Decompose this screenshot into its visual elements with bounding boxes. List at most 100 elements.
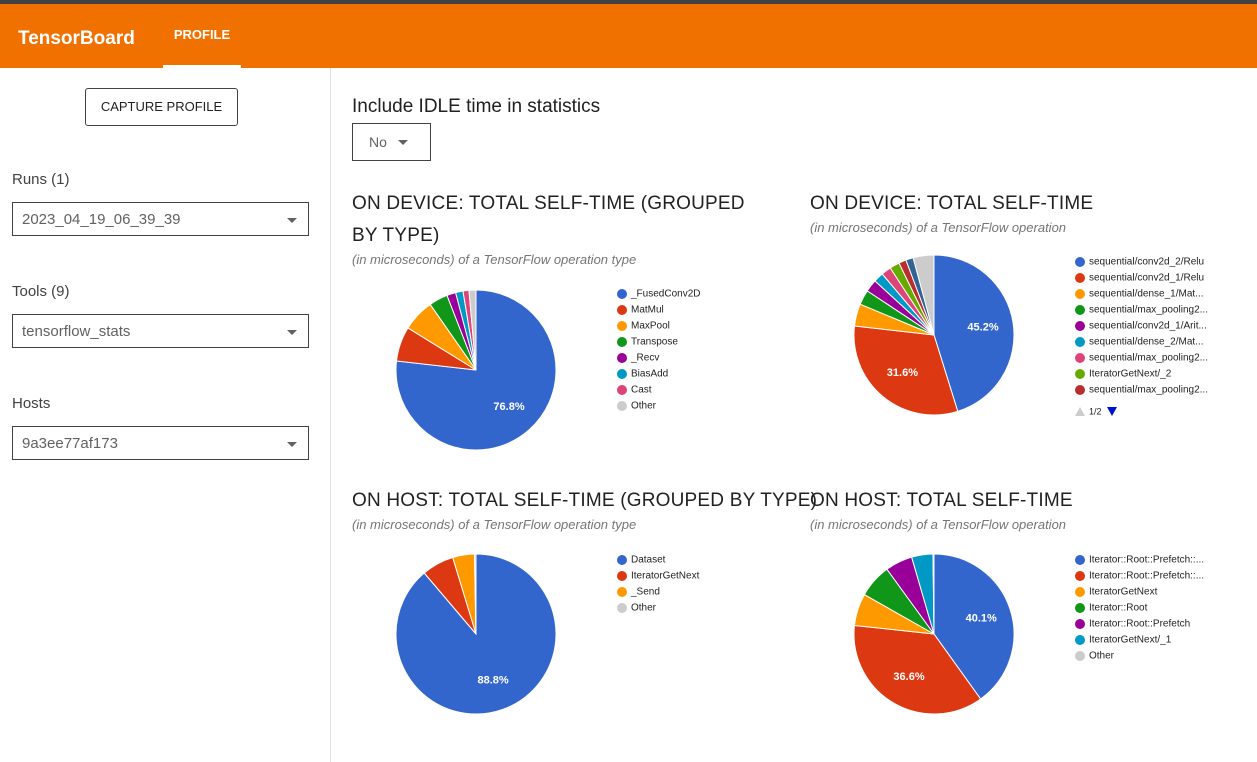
legend-swatch	[1075, 353, 1085, 363]
legend-label: _Recv	[630, 353, 659, 364]
legend-label: IteratorGetNext	[1089, 587, 1158, 598]
legend-swatch	[1075, 337, 1085, 347]
pie-chart: 76.8% _FusedConv2D MatMul MaxPool Transpose _…	[395, 289, 700, 451]
pie-slice	[932, 553, 935, 635]
legend-label: sequential/dense_2/Mat...	[1089, 337, 1204, 348]
legend-swatch	[617, 401, 627, 411]
tool-select[interactable]: tensorflow_stats	[12, 314, 309, 348]
legend-label: Other	[1089, 651, 1115, 662]
host-select[interactable]: 9a3ee77af173	[12, 426, 309, 460]
legend-label: sequential/max_pooling2...	[1089, 385, 1208, 396]
chart-subtitle: (in microseconds) of a TensorFlow operat…	[352, 252, 637, 267]
chart-subtitle: (in microseconds) of a TensorFlow operat…	[810, 220, 1067, 235]
pie-slice	[468, 289, 477, 371]
idle-label: Include IDLE time in statistics	[352, 96, 601, 117]
pie-chart: 40.1%36.6%Iterator::Root::Prefetch::...I…	[853, 553, 1204, 715]
legend-label: Cast	[631, 385, 652, 396]
sidebar: CAPTURE PROFILE Runs (1) 2023_04_19_06_3…	[0, 68, 331, 762]
legend-swatch	[617, 353, 627, 363]
slice-label: 36.6%	[893, 671, 924, 683]
legend-swatch	[1075, 257, 1085, 267]
legend-next[interactable]	[1107, 407, 1117, 416]
legend-swatch	[1075, 587, 1085, 597]
legend-swatch	[1075, 321, 1085, 331]
legend-swatch	[1075, 651, 1085, 661]
legend-label: _FusedConv2D	[630, 289, 700, 300]
legend-swatch	[617, 555, 627, 565]
legend-swatch	[1075, 273, 1085, 283]
chart-subtitle: (in microseconds) of a TensorFlow operat…	[810, 517, 1067, 532]
pie-chart: 88.8% Dataset IteratorGetNext _Send Other	[395, 553, 700, 715]
legend-swatch	[617, 321, 627, 331]
legend-swatch	[1075, 635, 1085, 645]
pie-slice	[473, 553, 477, 635]
pie-slice	[933, 254, 1015, 413]
legend-label: Other	[631, 603, 657, 614]
legend-swatch	[1075, 385, 1085, 395]
slice-label: 40.1%	[966, 613, 997, 625]
legend-page: 1/2	[1089, 406, 1102, 416]
legend-swatch	[617, 571, 627, 581]
tools-label: Tools (9)	[12, 283, 70, 300]
legend-swatch	[1075, 555, 1085, 565]
brand[interactable]: TensorBoard	[18, 28, 135, 49]
legend-label: sequential/dense_1/Mat...	[1089, 289, 1204, 300]
legend-prev	[1075, 407, 1085, 416]
slice-label: 45.2%	[967, 321, 998, 333]
legend-swatch	[1075, 369, 1085, 379]
pie-slice	[912, 254, 935, 336]
capture-button[interactable]: CAPTURE PROFILE	[85, 88, 238, 126]
legend-swatch	[617, 385, 627, 395]
legend-label: sequential/max_pooling2...	[1089, 353, 1208, 364]
chart-title: ON HOST: TOTAL SELF-TIME (GROUPED BY TYP…	[352, 490, 818, 511]
legend-label: IteratorGetNext	[631, 571, 700, 582]
legend-label: IteratorGetNext/_2	[1089, 369, 1172, 380]
chart-title: ON DEVICE: TOTAL SELF-TIME	[810, 193, 1094, 214]
pie-slice	[933, 553, 1015, 700]
legend-swatch	[1075, 289, 1085, 299]
chart-subtitle: (in microseconds) of a TensorFlow operat…	[352, 517, 637, 532]
pie-chart: 45.2% 31.6% sequential/conv2d_2/Relusequen…	[853, 254, 1208, 416]
chart-title: ON DEVICE: TOTAL SELF-TIME (GROUPED BY T…	[352, 193, 745, 246]
legend-label: Iterator::Root::Prefetch	[1089, 619, 1190, 630]
legend-swatch	[617, 289, 627, 299]
idle-select[interactable]: No	[352, 123, 431, 161]
legend-label: IteratorGetNext/_1	[1089, 635, 1172, 646]
tab-profile[interactable]: PROFILE	[163, 4, 241, 68]
legend-swatch	[1075, 619, 1085, 629]
top-strip	[0, 0, 1257, 4]
legend-label: sequential/conv2d_1/Arit...	[1089, 321, 1207, 332]
chart-title: ON HOST: TOTAL SELF-TIME	[810, 490, 1073, 511]
legend-label: Iterator::Root::Prefetch::...	[1089, 571, 1204, 582]
legend-label: _Send	[630, 587, 660, 598]
pie-slice	[853, 325, 959, 416]
slice-label: 76.8%	[493, 401, 524, 413]
legend-swatch	[617, 587, 627, 597]
slice-label: 31.6%	[887, 367, 918, 379]
hosts-label: Hosts	[12, 395, 51, 412]
legend-label: Other	[631, 401, 657, 412]
legend-label: sequential/conv2d_2/Relu	[1089, 257, 1204, 268]
legend-label: Dataset	[631, 555, 666, 566]
legend-swatch	[617, 337, 627, 347]
legend-label: Transpose	[631, 337, 678, 348]
legend-label: sequential/conv2d_1/Relu	[1089, 273, 1204, 284]
pie-slice	[853, 624, 982, 715]
app-header: TensorBoard PROFILE	[0, 4, 1257, 68]
legend-swatch	[1075, 305, 1085, 315]
legend-swatch	[1075, 603, 1085, 613]
runs-label: Runs (1)	[12, 171, 70, 188]
legend-label: sequential/max_pooling2...	[1089, 305, 1208, 316]
legend-label: Iterator::Root	[1089, 603, 1148, 614]
legend-swatch	[1075, 571, 1085, 581]
legend-label: MaxPool	[631, 321, 670, 332]
run-select[interactable]: 2023_04_19_06_39_39	[12, 202, 309, 236]
legend-swatch	[617, 369, 627, 379]
legend-swatch	[617, 305, 627, 315]
legend-swatch	[617, 603, 627, 613]
legend-label: BiasAdd	[631, 369, 668, 380]
legend-label: MatMul	[631, 305, 664, 316]
legend-label: Iterator::Root::Prefetch::...	[1089, 555, 1204, 566]
slice-label: 88.8%	[477, 674, 508, 686]
